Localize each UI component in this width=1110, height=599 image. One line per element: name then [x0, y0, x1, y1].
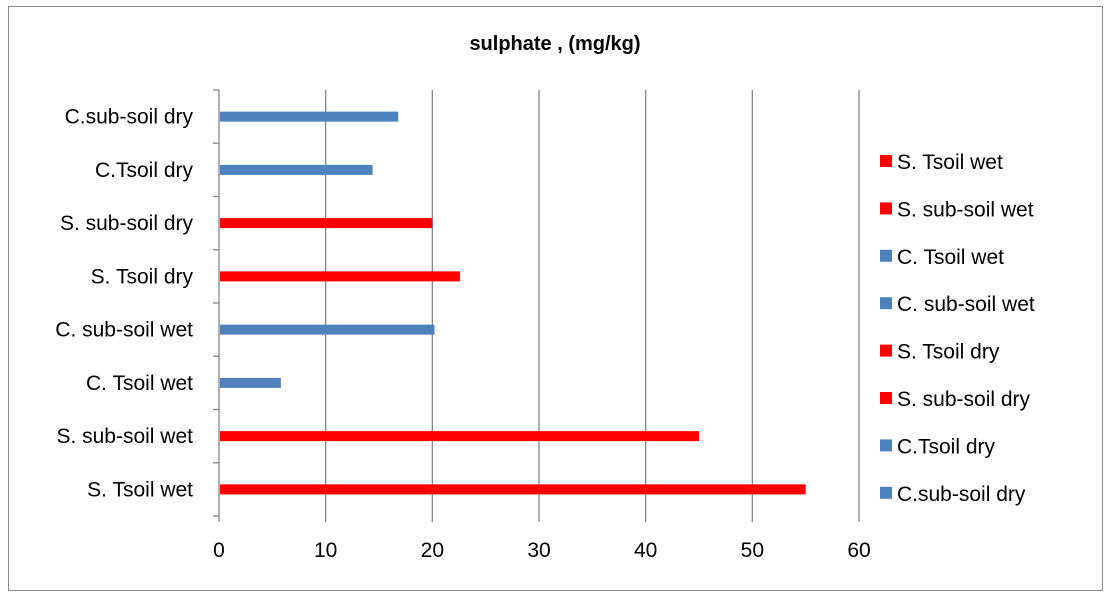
category-label: S. sub-soil wet	[56, 425, 193, 448]
legend-label: S. sub-soil dry	[897, 388, 1031, 411]
x-tick-label: 40	[634, 539, 657, 562]
legend-swatch	[880, 249, 892, 262]
x-tick-label: 20	[421, 539, 444, 562]
legend-swatch	[880, 297, 892, 310]
legend-swatch	[880, 439, 892, 452]
chart-title: sulphate , (mg/kg)	[469, 33, 640, 55]
category-label: C. Tsoil wet	[86, 372, 193, 395]
legend-label: S. Tsoil wet	[897, 151, 1003, 174]
bar	[220, 484, 806, 495]
x-tick-label: 50	[741, 539, 764, 562]
legend-label: S. sub-soil wet	[897, 198, 1034, 221]
axes: 0 10 20 30 40 50 60 S. Tsoil wet S. sub-soil wet…	[55, 89, 871, 562]
x-tick-label: 0	[213, 539, 225, 562]
legend-label: C.sub-soil dry	[897, 483, 1026, 506]
category-label: S. Tsoil wet	[87, 478, 193, 501]
category-label: C.Tsoil dry	[95, 159, 194, 182]
legend-label: C.Tsoil dry	[897, 435, 996, 458]
bar	[220, 324, 435, 335]
category-label: C. sub-soil wet	[55, 319, 193, 342]
bars	[220, 111, 806, 495]
legend-label: C. sub-soil wet	[897, 293, 1035, 316]
bar	[220, 218, 433, 229]
bar	[220, 164, 373, 175]
legend-swatch	[880, 486, 892, 499]
legend-swatch	[880, 392, 892, 404]
category-label: S. sub-soil dry	[60, 212, 194, 235]
legend-swatch	[880, 344, 892, 357]
bar	[220, 431, 699, 442]
bar	[220, 111, 399, 122]
legend: S. Tsoil wet S. sub-soil wet C. Tsoil wet C…	[880, 151, 1035, 506]
bar	[220, 271, 461, 282]
legend-label: C. Tsoil wet	[897, 246, 1004, 269]
gridlines	[325, 90, 860, 516]
legend-label: S. Tsoil dry	[897, 341, 1000, 364]
category-label: S. Tsoil dry	[91, 265, 194, 288]
legend-swatch	[880, 202, 892, 215]
category-label: C.sub-soil dry	[65, 106, 194, 129]
x-tick-label: 60	[847, 539, 870, 562]
x-tick-label: 10	[314, 539, 337, 562]
legend-swatch	[880, 155, 892, 167]
x-tick-label: 30	[527, 539, 550, 562]
bar	[220, 377, 281, 388]
